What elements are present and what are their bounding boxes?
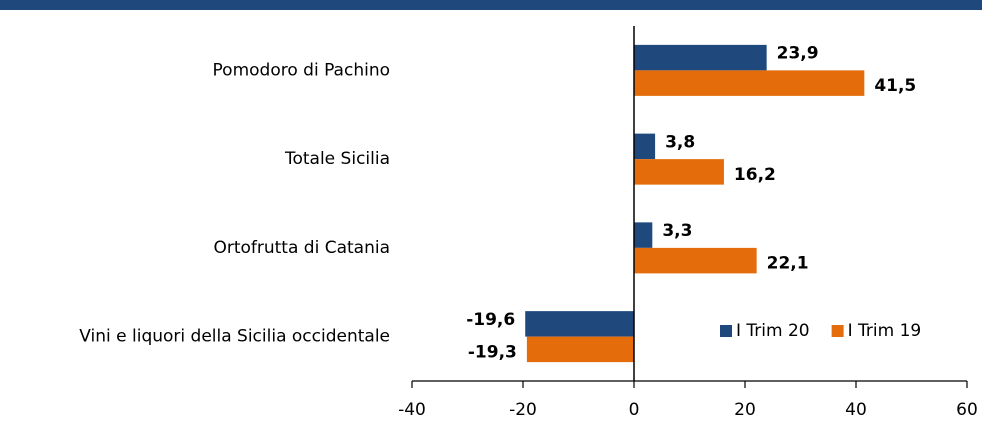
category-label: Pomodoro di Pachino [213, 60, 390, 80]
x-tick-label: 60 [956, 400, 978, 420]
x-tick-label: 20 [734, 400, 756, 420]
legend-swatch [720, 325, 732, 337]
legend-label: I Trim 20 [736, 321, 810, 341]
legend-swatch [831, 325, 844, 337]
bar [634, 159, 724, 185]
value-label: 16,2 [734, 165, 776, 185]
category-label: Vini e liquori della Sicilia occidentale [79, 327, 390, 347]
value-label: -19,6 [466, 310, 515, 330]
value-label: 41,5 [874, 76, 916, 96]
bar [634, 44, 767, 71]
x-tick-label: 0 [629, 400, 640, 420]
x-tick-label: -20 [509, 400, 537, 420]
value-label: 3,3 [662, 221, 692, 241]
value-label: -19,3 [468, 342, 517, 362]
category-label: Totale Sicilia [284, 149, 390, 169]
category-label: Ortofrutta di Catania [213, 238, 390, 258]
bar [525, 311, 634, 337]
legend-label: I Trim 19 [848, 321, 922, 341]
bar [634, 222, 653, 248]
x-tick-label: -40 [398, 400, 426, 420]
value-label: 23,9 [777, 44, 819, 64]
bar [634, 133, 656, 160]
header-band [0, 0, 982, 10]
bar [634, 70, 865, 96]
x-tick-label: 40 [845, 400, 867, 420]
bar [634, 247, 757, 274]
value-label: 3,8 [665, 132, 695, 152]
bar [526, 336, 634, 363]
value-label: 22,1 [767, 254, 809, 274]
